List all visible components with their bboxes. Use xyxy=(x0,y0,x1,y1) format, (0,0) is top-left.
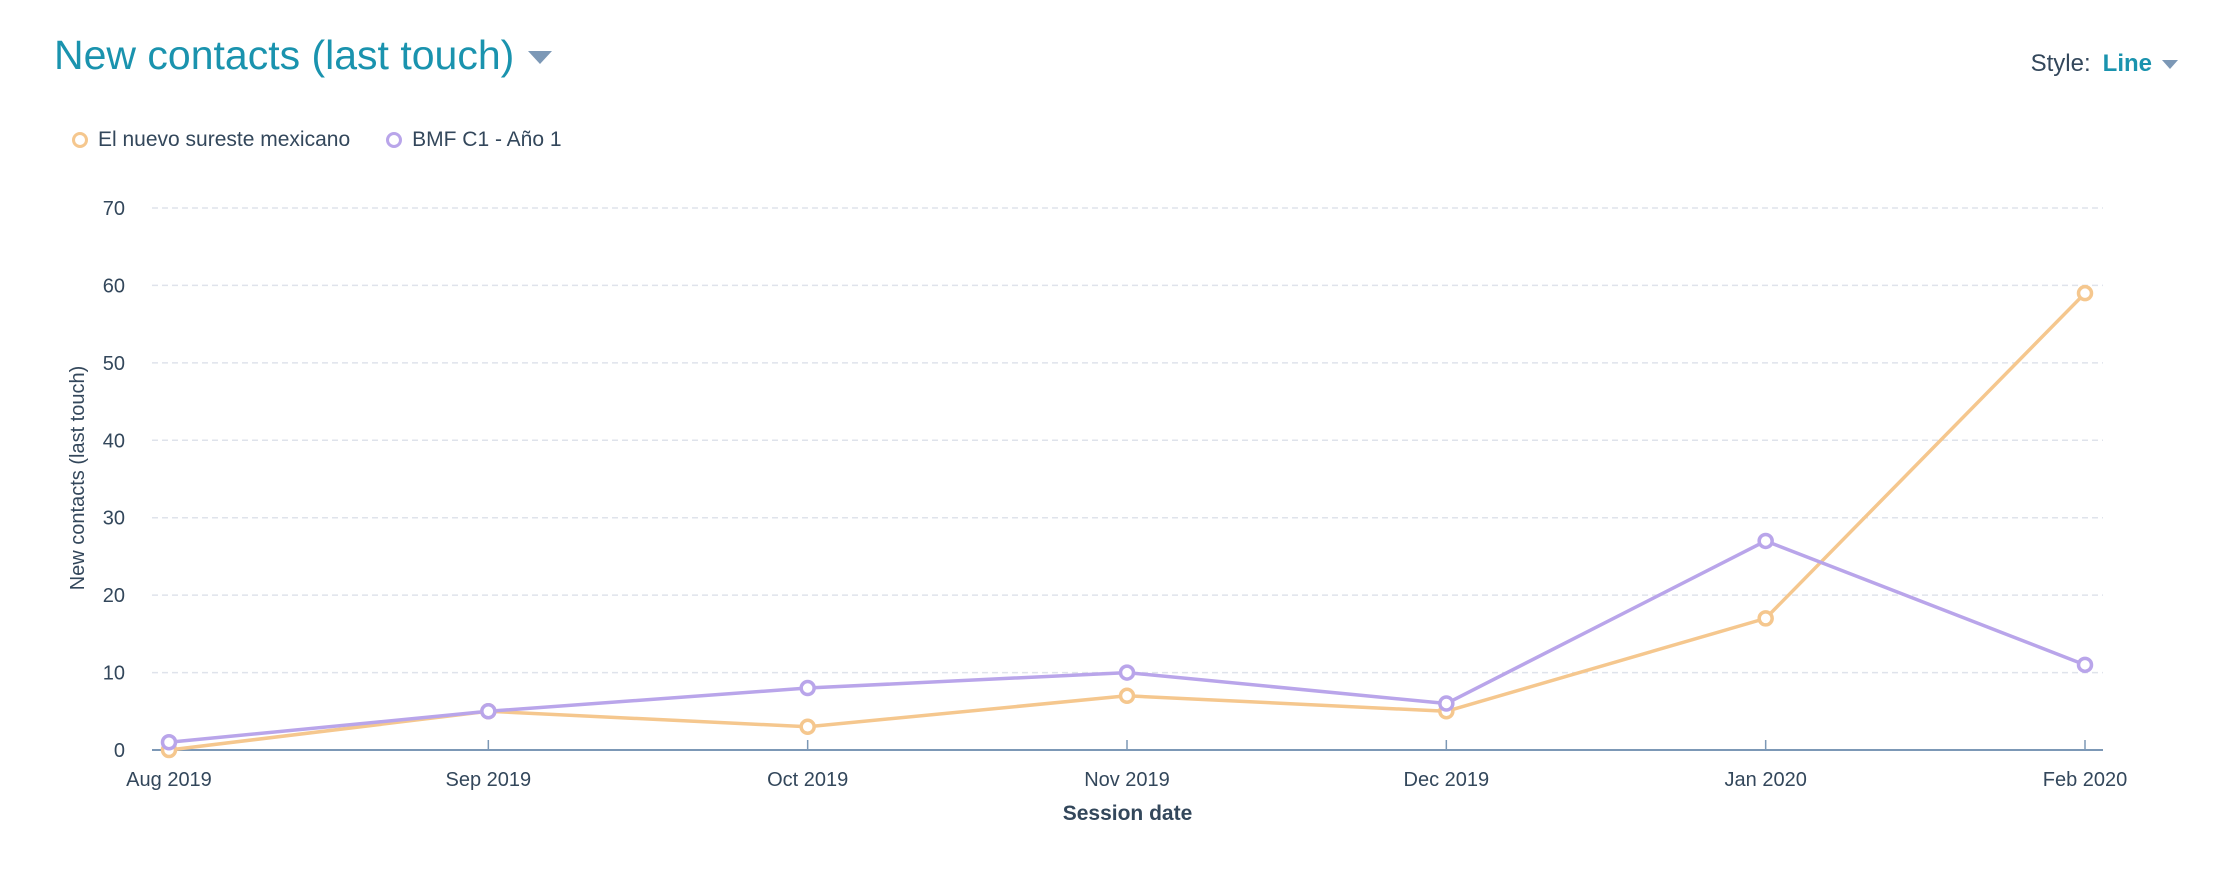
style-selector[interactable]: Style: Line xyxy=(2031,50,2178,78)
caret-down-icon xyxy=(528,51,553,64)
data-point-series-1 xyxy=(1118,664,1136,681)
y-tick-label: 60 xyxy=(103,275,125,297)
style-label: Style: xyxy=(2030,50,2091,77)
data-point-series-0 xyxy=(799,718,816,736)
report-title: New contacts (last touch) xyxy=(54,32,515,78)
legend-label: BMF C1 - Año 1 xyxy=(412,128,562,151)
y-tick-label: 0 xyxy=(114,740,125,762)
legend: El nuevo sureste mexicano BMF C1 - Año 1 xyxy=(72,128,562,152)
data-point-series-1 xyxy=(160,734,178,751)
style-value[interactable]: Line xyxy=(2102,50,2152,77)
x-tick-label: Aug 2019 xyxy=(126,769,212,791)
x-tick-label: Dec 2019 xyxy=(1404,769,1490,791)
data-point-series-0 xyxy=(1118,687,1136,705)
x-tick-label: Oct 2019 xyxy=(767,769,848,791)
series-line-0 xyxy=(168,291,2087,752)
legend-marker-icon xyxy=(386,132,403,148)
y-tick-label: 10 xyxy=(103,663,125,685)
x-tick-label: Nov 2019 xyxy=(1084,769,1170,791)
legend-item-series-1[interactable]: BMF C1 - Año 1 xyxy=(386,128,562,152)
data-point-series-1 xyxy=(2076,656,2094,674)
legend-item-series-0[interactable]: El nuevo sureste mexicano xyxy=(72,128,350,152)
series-line-1 xyxy=(168,539,2086,744)
data-point-series-1 xyxy=(799,679,816,697)
legend-marker-icon xyxy=(72,132,88,148)
legend-label: El nuevo sureste mexicano xyxy=(98,128,351,151)
y-tick-label: 20 xyxy=(103,585,125,607)
data-point-series-1 xyxy=(1438,695,1455,712)
data-point-series-0 xyxy=(2076,284,2094,302)
y-tick-label: 70 xyxy=(103,198,125,220)
x-tick-label: Jan 2020 xyxy=(1725,769,1807,791)
caret-down-icon xyxy=(2162,59,2178,69)
data-point-series-0 xyxy=(1757,610,1774,627)
data-point-series-1 xyxy=(1757,532,1774,550)
x-tick-label: Sep 2019 xyxy=(446,769,532,791)
data-point-series-1 xyxy=(480,703,497,720)
x-tick-label: Feb 2020 xyxy=(2043,769,2128,791)
y-tick-label: 40 xyxy=(103,430,125,452)
y-tick-label: 30 xyxy=(103,508,125,530)
y-axis-title: New contacts (last touch) xyxy=(67,366,89,591)
report-title-dropdown[interactable]: New contacts (last touch) xyxy=(54,32,553,79)
y-tick-label: 50 xyxy=(103,353,125,375)
x-axis-title: Session date xyxy=(1063,802,1193,825)
